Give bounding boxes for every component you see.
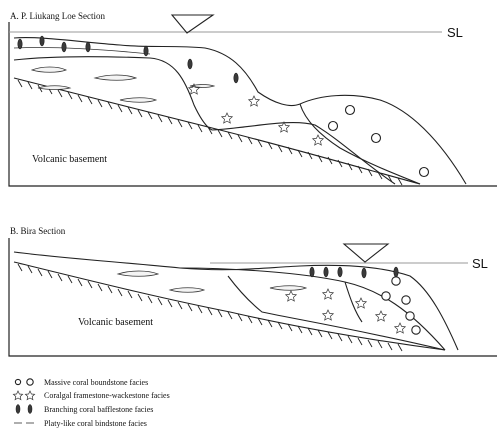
section-b-facies-boundary-3 (344, 281, 363, 323)
legend-branching-symbol-1 (15, 404, 21, 414)
section-b: B. Bira Section SL (8, 226, 497, 357)
section-b-sea-level-label: SL (472, 256, 488, 271)
legend-massive: Massive coral boundstone facies (14, 378, 148, 387)
section-b-basement-surface (13, 261, 446, 351)
section-b-coralgal-stars (284, 288, 407, 334)
section-a-facies-boundary-1 (13, 56, 213, 131)
section-b-frame (8, 238, 497, 357)
section-a-water-level-marker (170, 14, 215, 34)
legend-massive-label: Massive coral boundstone facies (44, 378, 148, 387)
section-b-massive-boundstone (381, 276, 421, 335)
section-a-facies-boundary-2 (211, 122, 396, 185)
legend: Massive coral boundstone facies Coralgal… (12, 378, 170, 428)
legend-branching: Branching coral bafflestone facies (15, 404, 153, 414)
legend-massive-symbol-1 (14, 378, 22, 386)
section-a-reef-top-inner (13, 47, 151, 55)
section-a-platy-lenses (30, 66, 216, 103)
legend-branching-symbol-2 (27, 404, 33, 414)
legend-massive-symbol-2 (26, 378, 34, 386)
section-a-facies-boundary-3 (299, 103, 421, 185)
section-a: A. P. Liukang Loe Section SL (8, 11, 497, 187)
section-a-basement-label: Volcanic basement (32, 154, 107, 165)
legend-platy-label: Platy-like coral bindstone facies (44, 419, 147, 428)
section-a-title: A. P. Liukang Loe Section (10, 11, 105, 21)
legend-branching-label: Branching coral bafflestone facies (44, 405, 153, 414)
legend-coralgal: Coralgal framestone-wackestone facies (12, 390, 170, 401)
section-b-facies-boundary-2 (227, 275, 446, 351)
section-a-basement-hatch (17, 79, 403, 186)
section-b-reef-top-profile (13, 251, 459, 351)
legend-coralgal-symbol-2 (24, 390, 36, 401)
section-a-branching-corals (17, 35, 239, 84)
legend-coralgal-symbol-1 (12, 390, 24, 401)
section-a-reef-top-profile (13, 37, 467, 185)
section-a-basement-surface (13, 77, 421, 185)
section-b-facies-boundary-1 (179, 267, 446, 351)
section-a-sea-level-label: SL (447, 25, 463, 40)
legend-coralgal-label: Coralgal framestone-wackestone facies (44, 391, 170, 400)
section-a-coralgal-stars (187, 83, 325, 146)
legend-platy: Platy-like coral bindstone facies (14, 419, 147, 428)
section-b-basement-hatch (17, 263, 403, 352)
section-a-frame (8, 22, 497, 187)
section-a-massive-boundstone (327, 104, 430, 178)
section-b-basement-label: Volcanic basement (78, 317, 153, 328)
section-b-title: B. Bira Section (10, 226, 66, 236)
section-b-water-level-marker (342, 243, 390, 263)
section-b-branching-corals (309, 266, 399, 279)
section-b-platy-lenses (116, 270, 308, 293)
